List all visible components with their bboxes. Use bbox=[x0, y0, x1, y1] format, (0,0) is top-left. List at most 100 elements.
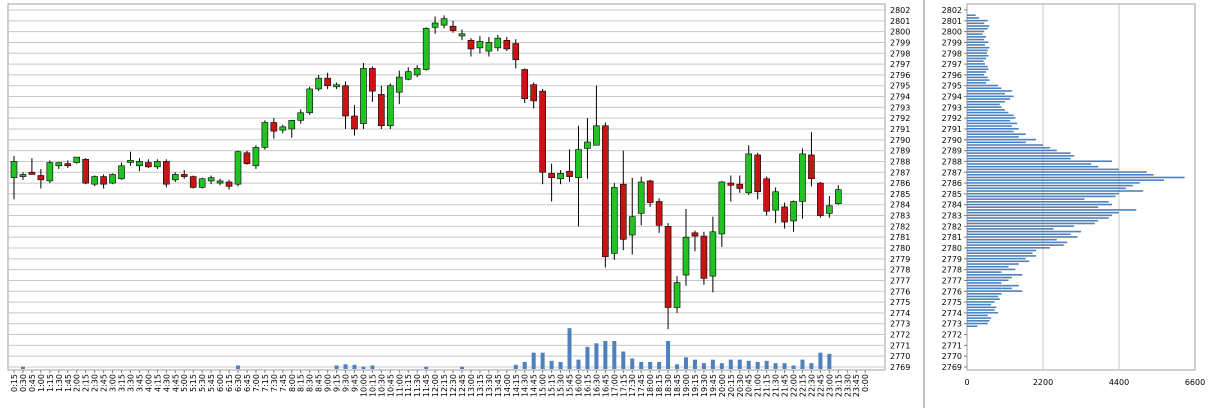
price-tick-label: 2770 bbox=[890, 352, 910, 361]
candle-body bbox=[216, 180, 224, 184]
time-tick-label: 9:00 bbox=[324, 374, 333, 392]
price-tick-label: 2799 bbox=[890, 38, 910, 47]
candle-body bbox=[736, 183, 744, 189]
time-tick-label: 15:00 bbox=[539, 374, 548, 397]
time-tick-label: 21:30 bbox=[772, 374, 781, 397]
profile-bar bbox=[967, 290, 1023, 292]
profile-bar bbox=[967, 90, 1012, 92]
price-tick-label: 2795 bbox=[890, 82, 910, 91]
profile-bar bbox=[967, 171, 1147, 173]
volume-bar bbox=[540, 352, 545, 369]
price-tick-label: 2769 bbox=[890, 363, 910, 372]
time-tick-label: 13:00 bbox=[467, 374, 476, 397]
profile-bar bbox=[967, 282, 1002, 284]
profile-price-label: 2779 bbox=[942, 255, 962, 264]
profile-bar bbox=[967, 60, 984, 62]
profile-bar bbox=[967, 54, 989, 57]
time-tick-label: 5:00 bbox=[180, 374, 189, 392]
profile-bar bbox=[967, 106, 1002, 108]
profile-price-label: 2778 bbox=[942, 266, 962, 275]
candle-body bbox=[154, 161, 161, 168]
profile-bar bbox=[967, 233, 1071, 236]
candle bbox=[745, 145, 753, 195]
profile-bar bbox=[967, 82, 986, 84]
volume-bar bbox=[370, 365, 375, 369]
profile-price-label: 2774 bbox=[942, 309, 962, 318]
profile-price-label: 2788 bbox=[942, 157, 962, 166]
candle-body bbox=[431, 22, 439, 28]
time-tick-label: 2:00 bbox=[73, 374, 82, 392]
profile-bar bbox=[967, 230, 1081, 233]
candle bbox=[234, 150, 242, 187]
time-tick-label: 19:00 bbox=[682, 374, 691, 397]
time-tick-label: 7:15 bbox=[261, 374, 270, 392]
profile-price-label: 2770 bbox=[942, 352, 962, 361]
time-tick-label: 14:30 bbox=[521, 374, 530, 397]
candle bbox=[378, 85, 385, 129]
candle-body bbox=[252, 147, 260, 167]
volume-bar bbox=[20, 366, 25, 369]
candle bbox=[700, 231, 708, 285]
profile-bar bbox=[967, 320, 990, 322]
candle bbox=[718, 180, 726, 247]
volume-bar bbox=[809, 363, 814, 369]
volume-bar bbox=[612, 341, 617, 369]
time-tick-label: 11:00 bbox=[395, 374, 404, 397]
profile-bar bbox=[967, 14, 976, 17]
price-tick-label: 2781 bbox=[890, 233, 910, 242]
profile-bar bbox=[967, 165, 1099, 168]
profile-price-label: 2784 bbox=[942, 201, 962, 210]
time-tick-label: 18:00 bbox=[646, 374, 655, 397]
plot-frame bbox=[7, 3, 886, 371]
profile-bar bbox=[967, 168, 1119, 171]
profile-price-label: 2782 bbox=[942, 222, 962, 231]
candle bbox=[673, 276, 681, 313]
candle-body bbox=[467, 39, 475, 50]
candle bbox=[619, 150, 627, 251]
profile-price-label: 2796 bbox=[942, 71, 962, 80]
profile-bar bbox=[967, 122, 1018, 125]
price-tick-label: 2802 bbox=[890, 6, 910, 15]
candle bbox=[736, 175, 744, 193]
profile-bar bbox=[967, 30, 985, 33]
profile-bar bbox=[967, 119, 1011, 122]
time-tick-label: 10:15 bbox=[368, 374, 377, 397]
volume-bar bbox=[710, 359, 715, 369]
candle bbox=[781, 202, 788, 229]
candle-body bbox=[602, 125, 609, 257]
profile-bar bbox=[967, 73, 985, 76]
candle-body bbox=[55, 162, 63, 167]
profile-bar bbox=[967, 309, 995, 311]
volume-bar bbox=[522, 362, 527, 369]
price-tick-label: 2790 bbox=[890, 136, 910, 145]
candle bbox=[315, 74, 322, 92]
profile-price-label: 2792 bbox=[942, 114, 962, 123]
profile-bar bbox=[967, 219, 1099, 222]
candle-body bbox=[826, 205, 833, 214]
profile-bar bbox=[967, 211, 1119, 214]
time-tick-label: 12:30 bbox=[449, 374, 458, 397]
price-tick-label: 2797 bbox=[890, 60, 910, 69]
profile-bar bbox=[967, 217, 1109, 219]
candle-body bbox=[234, 151, 242, 185]
time-tick-label: 11:45 bbox=[422, 374, 431, 397]
profile-bar bbox=[967, 114, 1014, 117]
price-tick-label: 2782 bbox=[890, 222, 910, 231]
volume-bar bbox=[352, 364, 357, 369]
price-tick-label: 2779 bbox=[890, 255, 910, 264]
candle bbox=[655, 198, 663, 233]
profile-bar bbox=[967, 265, 1009, 268]
time-tick-label: 0:15 bbox=[10, 374, 19, 392]
candle bbox=[458, 29, 466, 41]
candle bbox=[826, 196, 833, 218]
time-tick-label: 13:15 bbox=[476, 374, 485, 397]
candle-body bbox=[404, 71, 412, 80]
candle-body bbox=[243, 152, 251, 164]
profile-bar bbox=[967, 149, 1057, 152]
profile-bar bbox=[967, 238, 1057, 241]
candle bbox=[279, 124, 287, 134]
price-tick-label: 2775 bbox=[890, 298, 910, 307]
candle bbox=[404, 67, 412, 81]
candle-body bbox=[100, 176, 107, 185]
